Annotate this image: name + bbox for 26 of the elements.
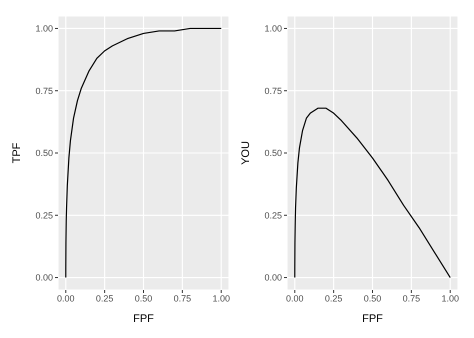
y-tick-label: 0.00 xyxy=(35,272,53,283)
x-tick-label: 1.00 xyxy=(441,293,459,304)
x-tick-label: 0.00 xyxy=(57,293,75,304)
x-tick-label: 1.00 xyxy=(212,293,230,304)
y-tick-label: 0.25 xyxy=(35,210,53,220)
y-tick-label: 0.75 xyxy=(264,86,282,96)
y-tick-label: 0.00 xyxy=(264,272,282,283)
line-series xyxy=(65,28,222,278)
y-tick-label: 0.75 xyxy=(35,86,53,96)
x-tick-label: 0.75 xyxy=(402,293,420,304)
y-tick-label: 0.25 xyxy=(264,210,282,220)
y-tick-label: 1.00 xyxy=(35,24,53,34)
line-series xyxy=(294,108,451,278)
x-tick-label: 0.00 xyxy=(286,293,304,304)
x-axis-title: FPF xyxy=(133,313,154,325)
y-axis-title: TPF xyxy=(10,142,23,164)
x-tick-label: 0.50 xyxy=(364,293,382,304)
y-tick-label: 0.50 xyxy=(35,148,53,158)
y-tick-label: 1.00 xyxy=(264,24,282,34)
y-axis-title: YOU xyxy=(240,141,252,165)
x-tick-label: 0.25 xyxy=(324,293,342,304)
x-axis-title: FPF xyxy=(362,313,384,325)
x-tick-label: 0.50 xyxy=(134,293,152,304)
x-tick-label: 0.25 xyxy=(96,293,114,304)
x-tick-label: 0.75 xyxy=(174,293,192,304)
y-tick-label: 0.50 xyxy=(264,148,282,158)
